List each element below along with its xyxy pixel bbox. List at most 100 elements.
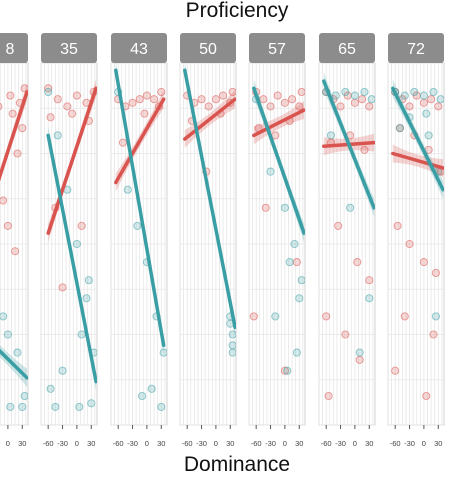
red-point [142,91,151,100]
teal-point [297,276,305,285]
teal-point [77,330,86,339]
red-point [46,113,55,122]
teal-point [280,203,289,212]
x-tick-label: 0 [75,439,79,448]
x-tick-label: 0 [283,439,287,448]
red-point [427,95,436,104]
red-regression-line [252,108,305,138]
red-point [68,109,77,118]
teal-point [292,348,301,357]
facet-label: 65 [338,41,356,58]
teal-point [82,294,91,303]
teal-regression-line [183,68,236,330]
red-point [266,102,275,111]
x-tick-label: 30 [365,439,373,448]
teal-regression-line [46,133,97,384]
teal-point [367,95,375,104]
red-point [6,91,15,100]
x-tick-label: 0 [353,439,357,448]
red-point [341,330,350,339]
teal-point [331,91,340,100]
teal-point [157,402,166,411]
facet-strip [41,33,97,63]
red-point [422,391,431,401]
teal-point [422,109,431,118]
red-regression-line [0,90,28,182]
teal-point [75,402,84,411]
teal-point [46,384,55,393]
red-point [249,312,258,321]
teal-point [44,87,53,97]
red-point [358,95,367,104]
teal-point [87,399,96,408]
facet-strip [319,33,375,63]
teal-point [159,348,167,357]
red-point [324,391,333,401]
facet-strip [111,33,167,63]
teal-point [395,124,405,133]
x-tick-label: 30 [434,439,442,448]
teal-point [228,341,236,350]
teal-point [20,391,28,401]
x-tick-label: -60 [182,439,193,448]
red-point [429,330,438,339]
x-axis-title: Dominance [183,453,291,476]
x-tick-label: -30 [57,439,68,448]
red-point [295,102,304,111]
red-regression-line [183,97,236,141]
red-point [118,138,128,147]
teal-point [400,91,409,100]
teal-point [58,366,67,375]
x-tick-label: 0 [145,439,149,448]
teal-point [51,402,60,411]
teal-point [147,384,156,393]
red-point [365,276,374,285]
x-tick-label: 30 [295,439,303,448]
teal-point [429,87,438,97]
teal-point [341,87,350,97]
red-point [150,95,159,104]
red-point [53,95,62,104]
facet-label: 35 [60,41,78,58]
x-tick-label: -30 [196,439,207,448]
x-tick-label: -30 [335,439,346,448]
x-tick-label: -30 [127,439,138,448]
red-point [431,268,440,278]
red-point [211,95,220,104]
teal-point [431,312,440,321]
facet-label: 57 [268,41,286,58]
red-point [360,145,369,154]
teal-regression-line [114,68,166,348]
x-tick-label: -60 [43,439,54,448]
red-point [280,98,289,107]
teal-regression-line [322,79,375,210]
teal-point [290,239,299,249]
red-point [11,247,20,256]
red-point [228,87,236,97]
red-point [419,258,428,267]
facet-strip [388,33,444,63]
red-point [400,312,409,321]
teal-point [350,91,359,100]
red-point [197,95,206,104]
teal-point [133,221,142,230]
red-point [292,258,301,267]
teal-point [228,348,236,357]
red-point [0,102,3,111]
teal-point [295,294,304,303]
red-point [63,102,72,111]
red-point [288,95,297,104]
teal-point [138,391,147,401]
x-tick-label: -60 [321,439,332,448]
x-tick-label: 0 [6,439,10,448]
red-point [393,221,402,230]
x-tick-label: 30 [226,439,234,448]
red-point [419,98,428,107]
teal-point [410,87,419,97]
red-point [77,221,86,230]
red-point [128,98,137,107]
teal-point [346,203,355,212]
x-tick-label: 0 [422,439,426,448]
teal-point [355,348,364,357]
red-point [157,87,166,97]
